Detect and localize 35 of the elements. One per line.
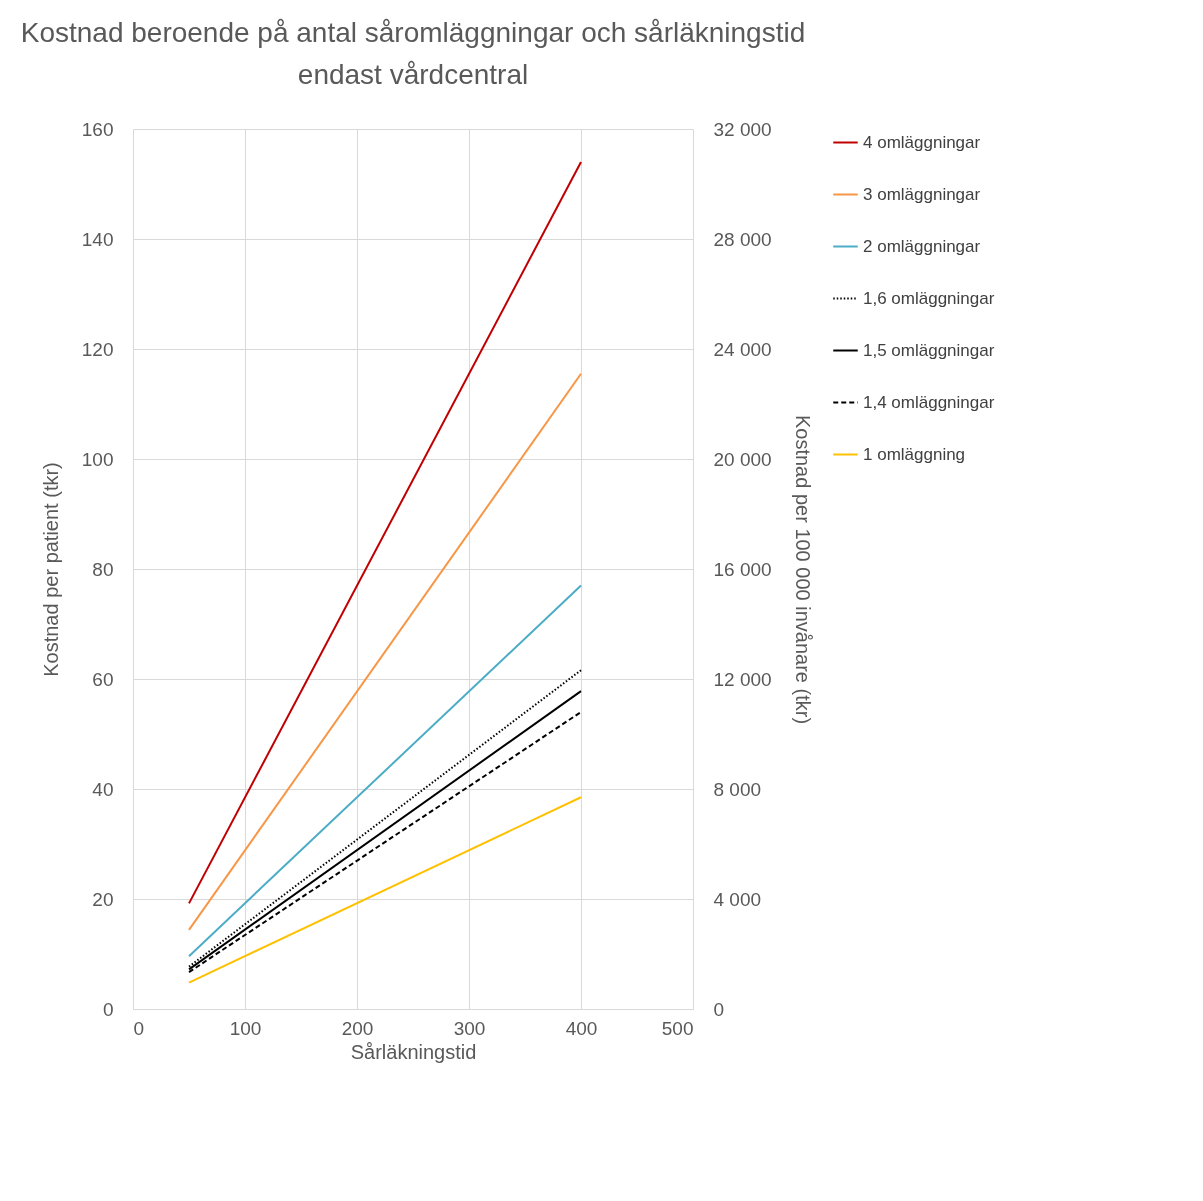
legend-label: 1,5 omläggningar — [863, 340, 995, 360]
legend-label: 1,4 omläggningar — [863, 392, 995, 412]
y2-axis-title: Kostnad per 100 000 invånare (tkr) — [791, 414, 814, 725]
x-tick-label: 200 — [341, 1017, 374, 1039]
y2-tick-label: 8 000 — [713, 778, 762, 800]
chart-title: Kostnad beroende på antal såromläggningar och sårläkningstid endast vårdcentral — [20, 17, 806, 90]
y-tick-label: 0 — [102, 998, 114, 1020]
y2-tick-label: 24 000 — [713, 338, 772, 360]
y-tick-label: 80 — [92, 558, 114, 580]
y-tick-label: 100 — [81, 448, 114, 470]
y2-tick-label: 20 000 — [713, 448, 772, 470]
y2-tick-label: 28 000 — [713, 228, 772, 250]
y-tick-label: 40 — [92, 778, 114, 800]
x-tick-label: 500 — [661, 1017, 694, 1039]
x-tick-label: 0 — [133, 1017, 145, 1039]
legend-label: 2 omläggningar — [863, 236, 981, 256]
legend-label: 4 omläggningar — [863, 132, 981, 152]
legend-label: 1,6 omläggningar — [863, 288, 995, 308]
x-tick-label: 300 — [453, 1017, 486, 1039]
y-tick-label: 160 — [81, 118, 114, 140]
y-tick-label: 140 — [81, 228, 114, 250]
legend-label: 1 omläggning — [863, 444, 966, 464]
y2-tick-label: 0 — [713, 998, 725, 1020]
y2-tick-label: 4 000 — [713, 888, 762, 910]
y-axis-title: Kostnad per patient (tkr) — [39, 462, 62, 677]
x-tick-label: 400 — [565, 1017, 598, 1039]
y2-tick-label: 16 000 — [713, 558, 772, 580]
legend-label: 3 omläggningar — [863, 184, 981, 204]
y-tick-label: 120 — [81, 338, 114, 360]
y-tick-label: 60 — [92, 668, 114, 690]
y-tick-label: 20 — [92, 888, 114, 910]
y2-tick-label: 32 000 — [713, 118, 772, 140]
y2-tick-label: 12 000 — [713, 668, 772, 690]
x-tick-label: 100 — [229, 1017, 262, 1039]
x-axis-title: Sårläkningstid — [350, 1040, 477, 1063]
